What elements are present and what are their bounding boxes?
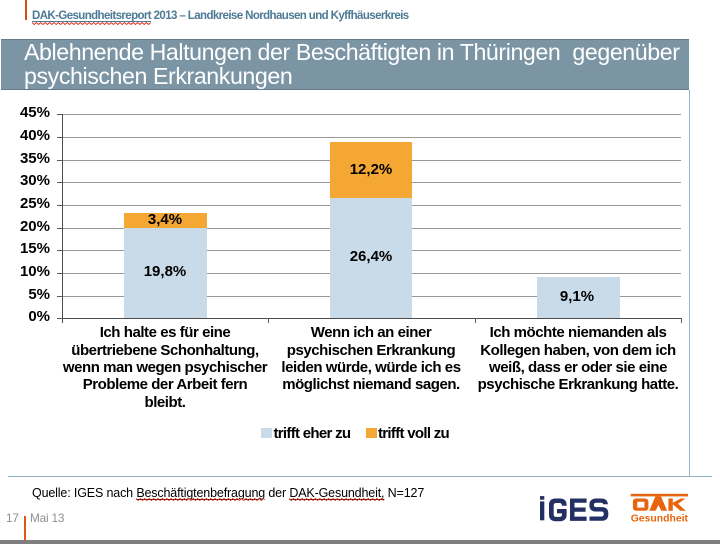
svg-text:Gesundheit: Gesundheit bbox=[631, 512, 689, 524]
